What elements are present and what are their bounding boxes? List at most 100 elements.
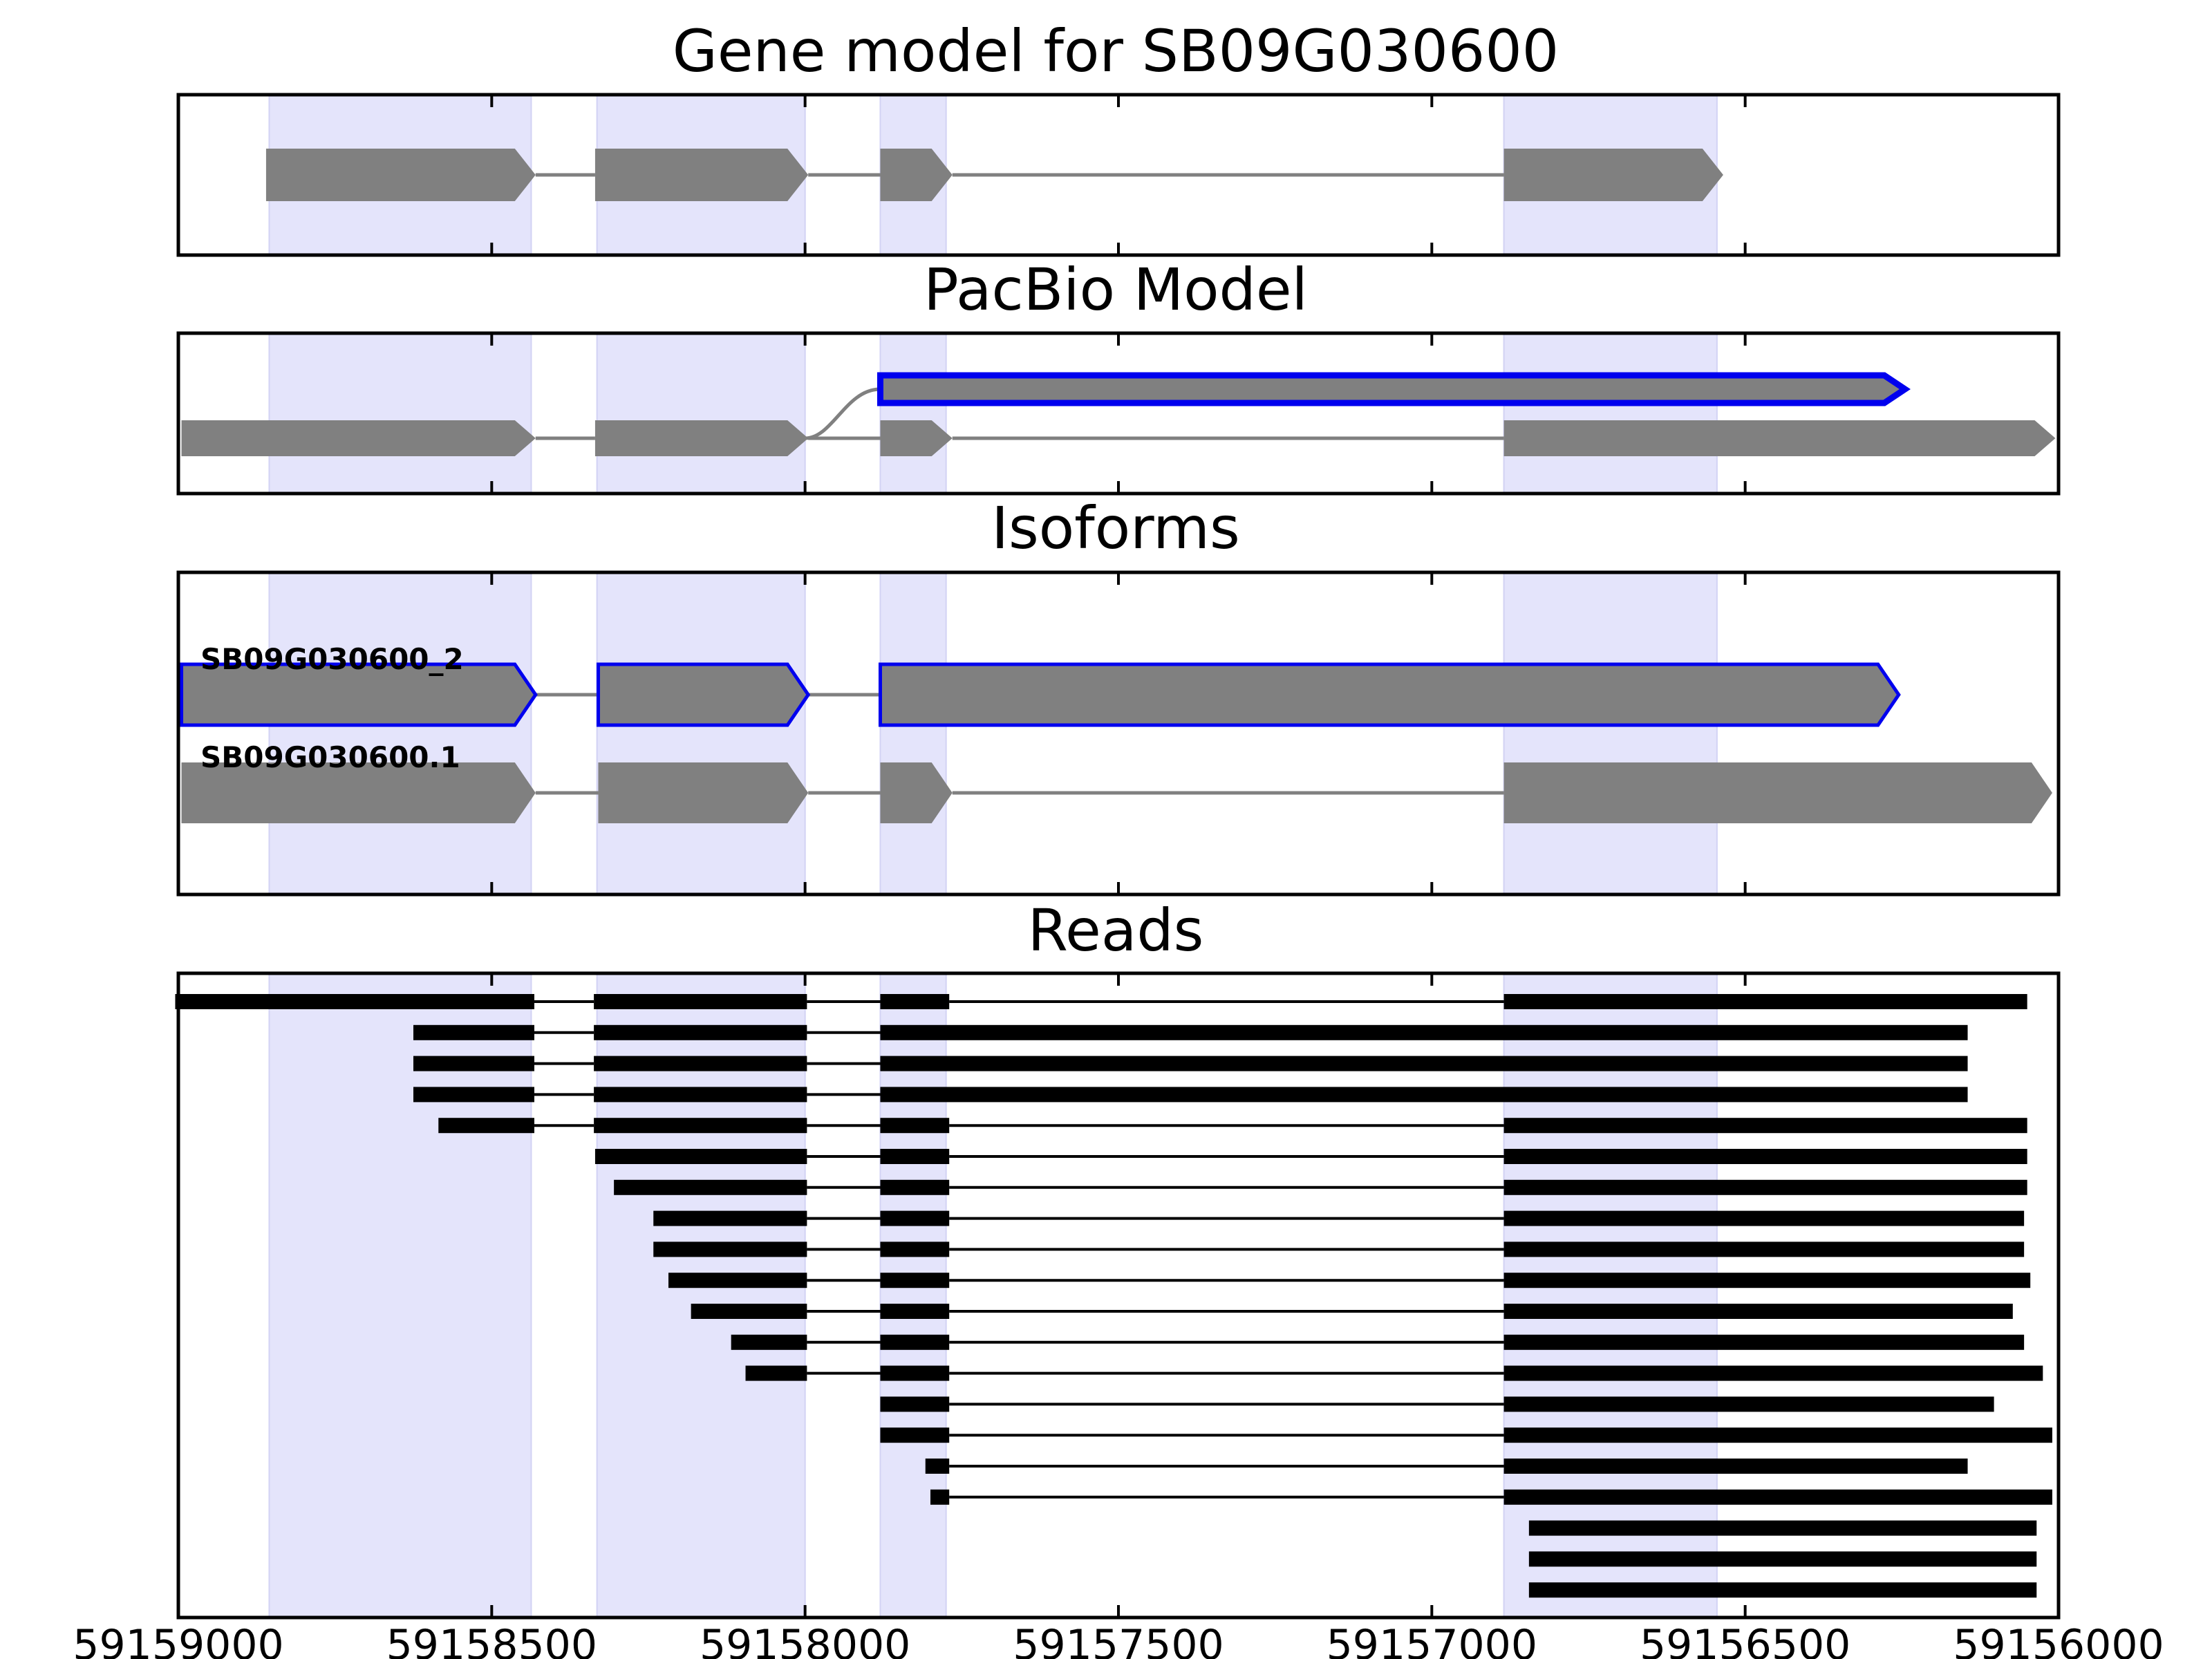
read-block <box>745 1365 807 1381</box>
plot-frame <box>176 331 2061 496</box>
plot-frame <box>176 93 2061 257</box>
x-tick-label: 59157500 <box>1013 1621 1224 1659</box>
exon-arrow <box>265 149 536 201</box>
plot-frame <box>176 570 2061 897</box>
read-block <box>653 1210 807 1226</box>
plot-frame <box>176 971 2061 1620</box>
exon-band <box>879 332 947 494</box>
exon-arrow <box>594 420 809 456</box>
read-block <box>438 1118 534 1134</box>
read-block <box>1503 1334 2025 1350</box>
panel-isoforms: Isoforms SB09G030600_2 SB09G030600.1 <box>176 494 2061 897</box>
panel-title: PacBio Model <box>924 256 1308 324</box>
read-block <box>594 994 807 1009</box>
exon-band <box>1503 332 1718 494</box>
read-block <box>653 1241 807 1257</box>
read-block <box>1503 1365 2043 1381</box>
read-block <box>594 1056 807 1071</box>
read-block <box>1528 1551 2037 1567</box>
exon-band <box>596 572 806 895</box>
read-block <box>930 1489 950 1505</box>
plot-area <box>175 973 2060 1618</box>
read-block <box>1503 1427 2052 1443</box>
exon-arrow <box>880 149 953 201</box>
read-block <box>880 1334 950 1350</box>
read-block <box>594 1149 807 1164</box>
read-block <box>880 1179 950 1195</box>
x-axis: 59159000 59158500 59158000 59157500 59157000… <box>73 1621 2164 1659</box>
exon-band <box>596 973 806 1618</box>
read-block <box>668 1273 807 1288</box>
read-block <box>691 1304 807 1319</box>
read-block <box>1503 1396 1994 1412</box>
read-block <box>413 1024 534 1040</box>
exon-band <box>268 332 532 494</box>
exon-arrow <box>181 420 536 456</box>
read-block <box>880 1210 950 1226</box>
read-block <box>880 1273 950 1288</box>
panel-pacbio-model: PacBio Model <box>176 256 2061 496</box>
read-block <box>880 1024 1968 1040</box>
read-block <box>925 1459 950 1474</box>
exon-arrow <box>877 372 1911 406</box>
read-block <box>1503 1459 1968 1474</box>
read-block <box>1503 1179 2027 1195</box>
panel-title: Reads <box>1028 897 1204 964</box>
exon-arrow <box>1503 762 2052 823</box>
panel-title: Isoforms <box>991 494 1240 562</box>
exon-arrow <box>1503 420 2056 456</box>
exon-arrow <box>880 762 953 823</box>
read-block <box>880 994 950 1009</box>
read-block <box>880 1427 950 1443</box>
read-block <box>1503 1241 2025 1257</box>
read-block <box>880 1396 950 1412</box>
x-tick-label: 59158000 <box>700 1621 910 1659</box>
panel-reads: Reads <box>175 897 2061 1620</box>
exon-band <box>1503 973 1718 1618</box>
read-block <box>614 1179 807 1195</box>
read-block <box>594 1118 807 1134</box>
read-block <box>1528 1582 2037 1598</box>
exon-arrow <box>1503 149 1723 201</box>
exon-band <box>879 973 947 1618</box>
read-block <box>1503 1210 2025 1226</box>
exon-band <box>268 973 532 1618</box>
exon-arrow <box>594 149 809 201</box>
x-tick-label: 59157000 <box>1327 1621 1537 1659</box>
exon-arrow <box>880 420 953 456</box>
read-block <box>175 994 534 1009</box>
exon-band <box>1503 572 1718 895</box>
read-block <box>880 1304 950 1319</box>
plot-area <box>177 94 2060 256</box>
read-block <box>413 1056 534 1071</box>
splice-curve <box>805 387 881 440</box>
read-block <box>1503 1489 2052 1505</box>
read-block <box>594 1087 807 1103</box>
exon-arrow <box>596 662 811 727</box>
read-block <box>880 1118 950 1134</box>
panel-gene-model: Gene model for SB09G030600 <box>176 17 2061 257</box>
x-tick-label: 59158500 <box>386 1621 597 1659</box>
exon-band <box>268 572 532 895</box>
read-block <box>880 1149 950 1164</box>
read-block <box>594 1024 807 1040</box>
read-block <box>880 1087 1968 1103</box>
exon-band <box>879 572 947 895</box>
read-block <box>880 1056 1968 1071</box>
exon-arrow <box>878 662 1901 727</box>
exon-arrow <box>180 662 538 727</box>
read-block <box>1503 1273 2031 1288</box>
plot-area: SB09G030600_2 SB09G030600.1 <box>177 572 2060 895</box>
read-block <box>880 1241 950 1257</box>
x-tick-label: 59159000 <box>73 1621 283 1659</box>
read-block <box>1503 1118 2027 1134</box>
isoform-label: SB09G030600_2 <box>200 642 464 676</box>
plot-area <box>177 332 2060 494</box>
read-block <box>1528 1520 2037 1536</box>
x-tick-label: 59156500 <box>1640 1621 1850 1659</box>
read-block <box>1503 994 2027 1009</box>
read-block <box>880 1365 950 1381</box>
exon-arrow <box>181 762 536 823</box>
x-tick-label: 59156000 <box>1953 1621 2164 1659</box>
exon-band <box>596 332 806 494</box>
